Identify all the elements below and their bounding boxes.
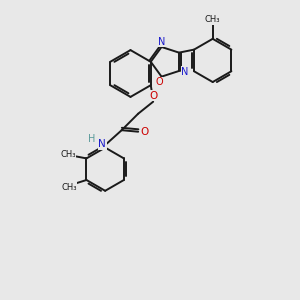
Text: N: N [98,139,106,149]
Text: O: O [141,127,149,137]
Text: N: N [181,67,189,76]
Text: CH₃: CH₃ [61,183,77,192]
Text: H: H [88,134,95,144]
Text: CH₃: CH₃ [60,150,76,159]
Text: N: N [158,37,166,46]
Text: CH₃: CH₃ [205,15,220,24]
Text: O: O [155,77,163,87]
Text: O: O [149,91,157,101]
